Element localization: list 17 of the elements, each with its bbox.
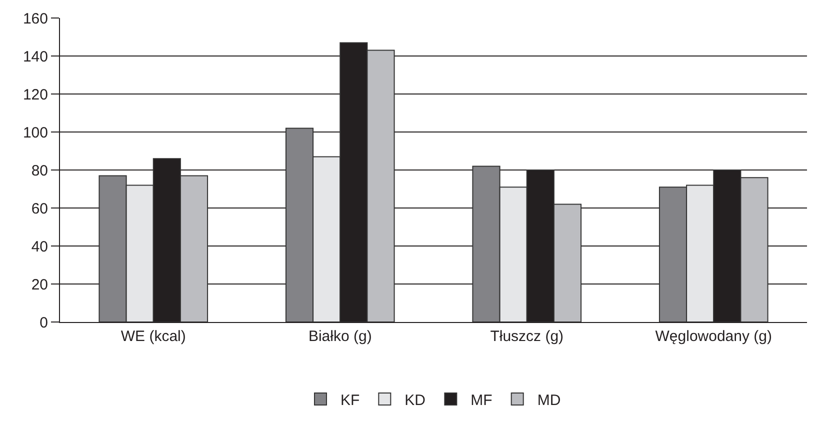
y-tick-label: 60 <box>31 200 48 218</box>
x-tick-label: Węglowodany (g) <box>655 328 772 345</box>
x-tick-label: WE (kcal) <box>120 328 186 345</box>
y-tick-label: 160 <box>22 10 48 28</box>
y-tick-label: 20 <box>31 276 48 294</box>
legend-label: KD <box>404 392 426 409</box>
legend-label: KF <box>340 392 360 409</box>
y-tick-label: 80 <box>31 162 48 180</box>
y-tick-label: 0 <box>40 314 48 332</box>
x-tick-label: Tłuszcz (g) <box>490 328 564 345</box>
legend-label: MF <box>470 392 492 409</box>
legend-label: MD <box>537 392 561 409</box>
y-tick-label: 40 <box>31 238 48 256</box>
y-tick-label: 120 <box>22 86 48 104</box>
x-tick-label: Białko (g) <box>308 328 372 345</box>
y-tick-label: 140 <box>22 48 48 66</box>
y-tick-label: 100 <box>22 124 48 142</box>
